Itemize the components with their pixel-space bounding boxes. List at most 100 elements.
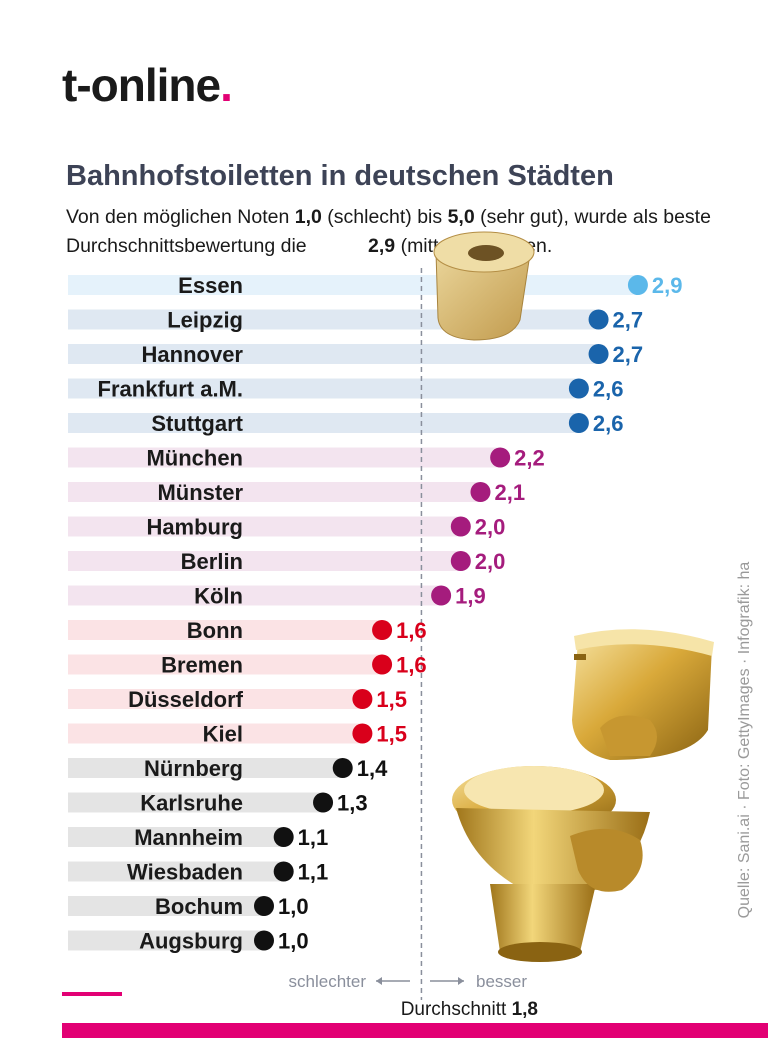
row-bar — [68, 413, 579, 433]
illustrations — [433, 231, 714, 962]
city-label: Mannheim — [134, 825, 243, 850]
value-label: 1,1 — [298, 860, 329, 885]
value-label: 1,9 — [455, 584, 486, 609]
data-point — [490, 447, 511, 468]
city-label: Hamburg — [146, 515, 243, 540]
data-point — [450, 516, 471, 537]
data-point — [332, 758, 353, 778]
city-label: München — [146, 446, 243, 471]
data-point — [273, 827, 294, 847]
city-label: Hannover — [142, 342, 244, 367]
average-value-text: 1,8 — [512, 999, 538, 1020]
data-point — [352, 723, 373, 744]
value-label: 1,0 — [278, 894, 309, 919]
row-bar — [68, 654, 383, 675]
row-bar — [68, 275, 638, 295]
city-label: Kiel — [203, 722, 243, 747]
row-bar — [68, 758, 343, 778]
value-label: 2,7 — [613, 308, 644, 333]
value-label: 2,6 — [593, 377, 624, 402]
row-bar — [68, 516, 461, 537]
data-point — [273, 861, 294, 882]
average-label-text: Durchschnitt — [401, 999, 507, 1020]
row-bar — [68, 551, 461, 571]
city-label: Düsseldorf — [128, 687, 244, 712]
value-label: 1,6 — [396, 653, 427, 678]
data-point — [588, 309, 609, 330]
data-point — [254, 896, 274, 916]
source-credit: Quelle: Sani.ai · Foto: GettyImages · In… — [736, 561, 753, 919]
data-point — [254, 930, 274, 951]
value-label: 1,3 — [337, 791, 368, 816]
better-label: besser — [476, 972, 527, 991]
city-label: Bonn — [187, 618, 243, 643]
row-bar — [68, 378, 579, 399]
average-label: Durchschnitt 1,8 — [401, 999, 538, 1020]
data-point — [372, 620, 393, 640]
value-label: 1,5 — [376, 687, 407, 712]
value-label: 1,5 — [376, 722, 407, 747]
value-label: 2,6 — [593, 411, 624, 436]
value-label: 2,0 — [475, 549, 506, 574]
value-label: 1,0 — [278, 929, 309, 954]
value-label: 1,1 — [298, 825, 329, 850]
footer-bar — [62, 1023, 768, 1038]
city-label: Stuttgart — [151, 411, 243, 436]
city-label: Frankfurt a.M. — [98, 377, 243, 402]
row-bar — [68, 723, 363, 744]
data-point — [568, 413, 589, 433]
city-label: Essen — [178, 273, 243, 298]
data-point — [313, 792, 334, 813]
data-point — [568, 378, 589, 399]
accent-bar — [62, 992, 122, 996]
row-bar — [68, 447, 501, 468]
city-label: Nürnberg — [144, 756, 243, 781]
city-label: Wiesbaden — [127, 860, 243, 885]
subtitle-text-1: Von den möglichen Noten — [66, 206, 295, 228]
data-point — [470, 482, 491, 502]
row-bar — [68, 482, 481, 502]
toilet-paper-roll-icon — [433, 231, 535, 341]
data-point — [372, 654, 393, 675]
data-point — [352, 689, 373, 709]
subtitle-low-grade: 1,0 — [294, 206, 322, 228]
data-point — [627, 275, 648, 295]
worse-label: schlechter — [289, 972, 367, 991]
city-label: Berlin — [181, 549, 243, 574]
value-label: 1,6 — [396, 618, 427, 643]
city-label: Leipzig — [167, 308, 243, 333]
row-bar — [68, 896, 264, 916]
row-bar — [68, 827, 284, 847]
better-arrowhead-icon — [458, 977, 464, 985]
row-bar — [68, 344, 599, 364]
data-point — [450, 551, 471, 571]
subtitle-best-grade: 2,9 — [368, 235, 396, 257]
data-point — [431, 585, 452, 606]
rows: Essen 2,9 Leipzig 2,7 Hannover 2,7 Frankfurt a… — [98, 273, 683, 954]
value-label: 2,2 — [514, 446, 545, 471]
worse-arrowhead-icon — [376, 977, 382, 985]
value-label: 2,9 — [652, 273, 683, 298]
value-label: 2,0 — [475, 515, 506, 540]
logo-text: t-online — [62, 59, 221, 111]
row-bar — [68, 792, 324, 813]
row-bar — [68, 689, 363, 709]
value-label: 1,4 — [357, 756, 388, 781]
chart-title: Bahnhofstoiletten in deutschen Städten — [66, 160, 614, 192]
city-label: Karlsruhe — [140, 791, 243, 816]
city-label: Köln — [194, 584, 243, 609]
logo-dot: . — [220, 59, 233, 111]
city-label: Bremen — [161, 653, 243, 678]
subtitle-high-grade: 5,0 — [447, 206, 475, 228]
row-bar — [68, 620, 383, 640]
subtitle-text-2: (schlecht) bis — [321, 206, 448, 228]
value-label: 2,1 — [494, 480, 525, 505]
value-label: 2,7 — [613, 342, 644, 367]
city-label: Münster — [157, 480, 243, 505]
city-label: Augsburg — [139, 929, 243, 954]
row-bar — [68, 861, 284, 882]
row-bar — [68, 585, 442, 606]
golden-toilet-icon — [452, 629, 714, 962]
data-point — [588, 344, 609, 364]
